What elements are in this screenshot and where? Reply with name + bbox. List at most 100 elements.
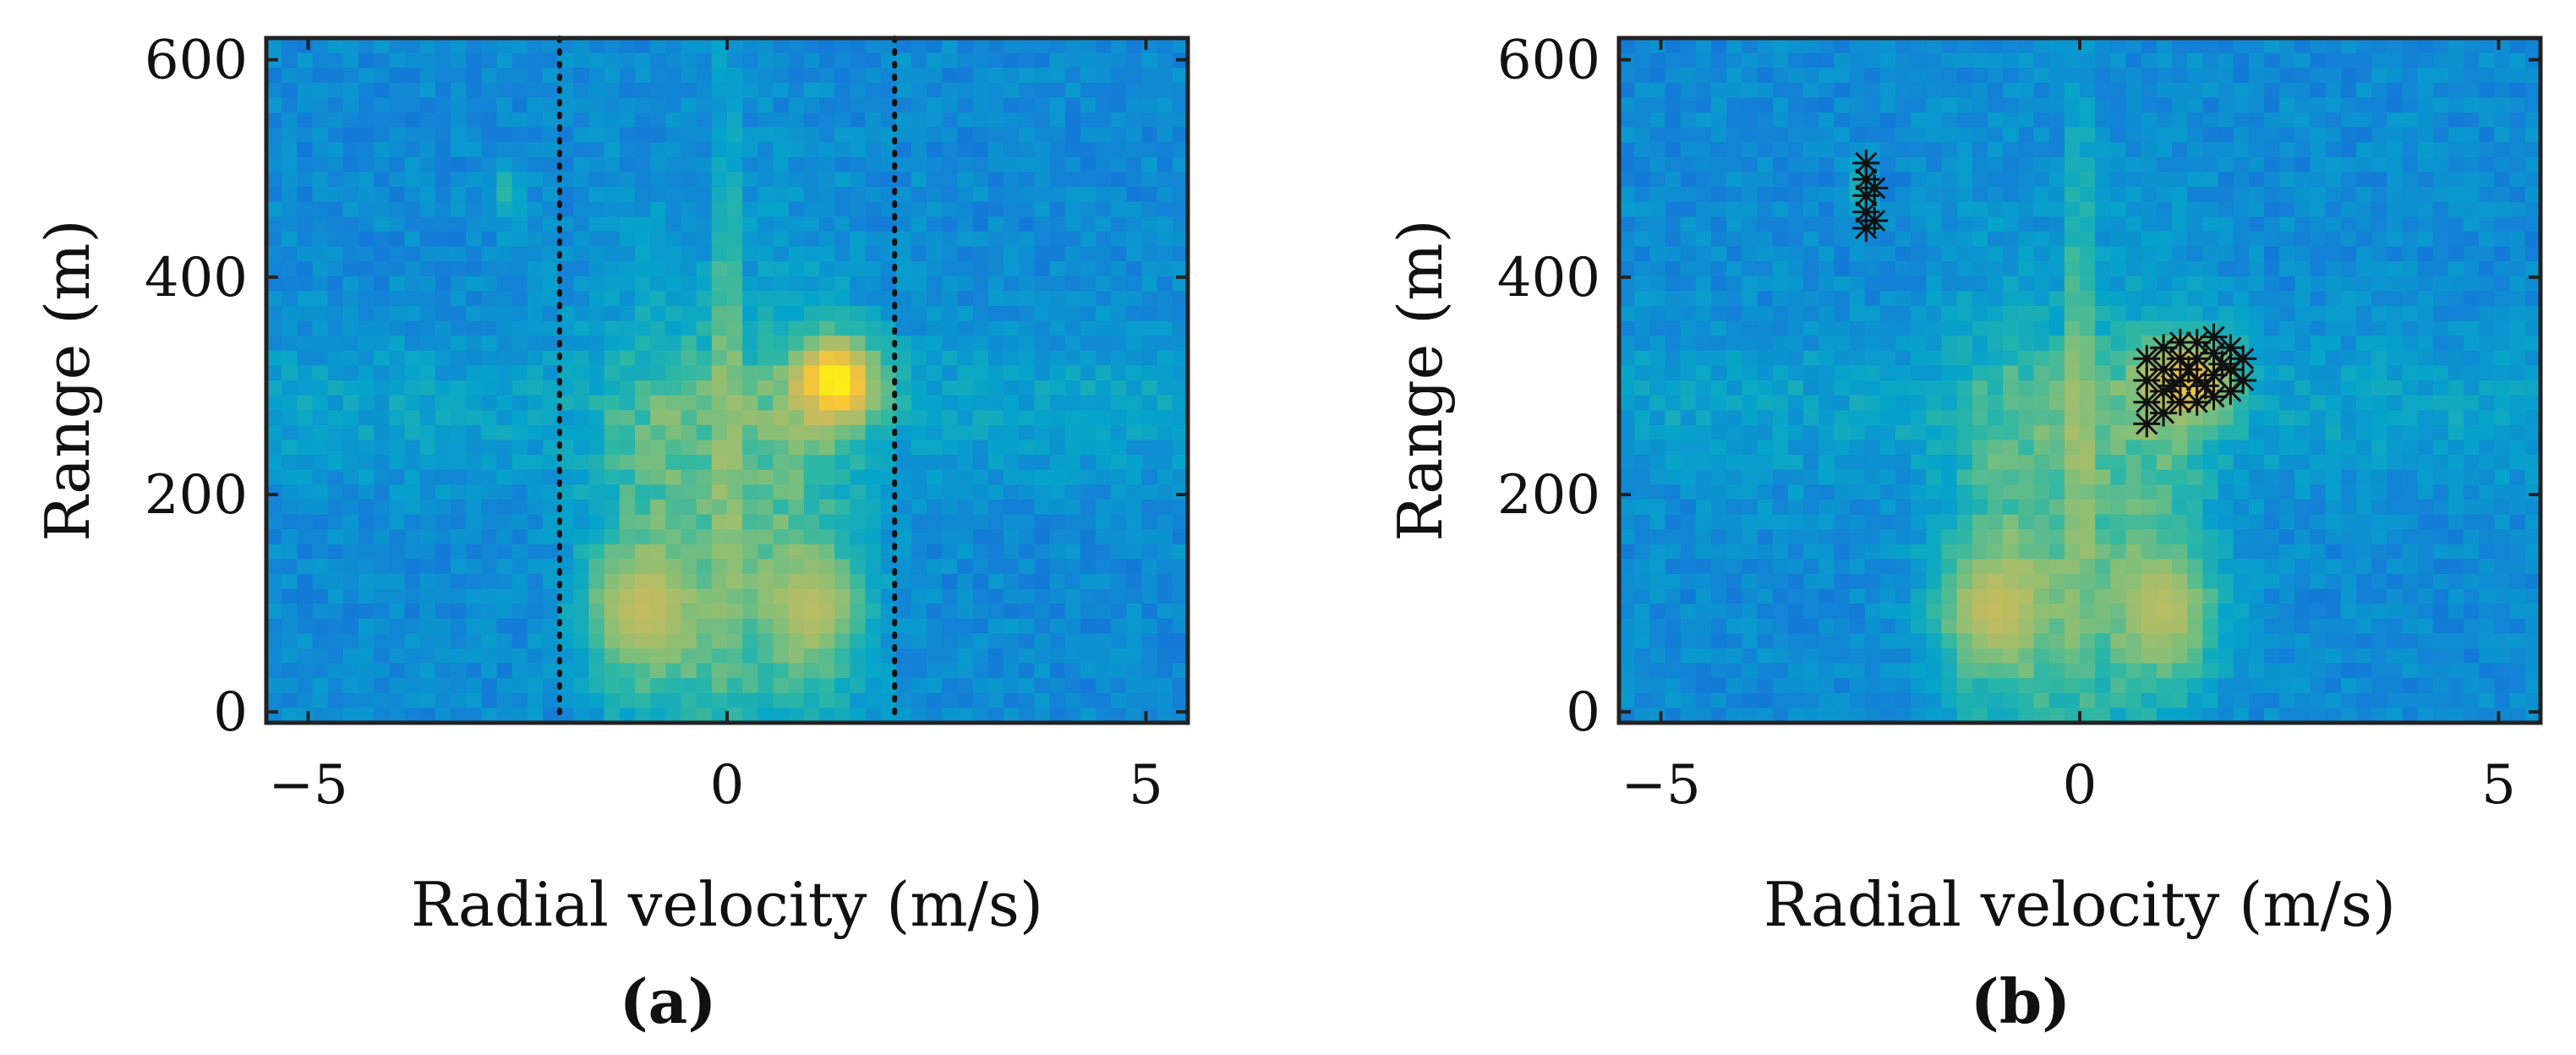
heatmap-cell: [1665, 97, 1682, 113]
heatmap-cell: [911, 618, 927, 634]
heatmap-cell: [1834, 156, 1851, 173]
heatmap-cell: [1772, 156, 1789, 173]
heatmap-cell: [1956, 529, 1973, 545]
heatmap-cell: [834, 172, 850, 188]
heatmap-cell: [481, 499, 498, 516]
heatmap-cell: [2095, 588, 2111, 604]
heatmap-cell: [2125, 440, 2142, 456]
heatmap-cell: [711, 544, 728, 560]
heatmap-cell: [2172, 276, 2188, 292]
heatmap-cell: [496, 38, 513, 54]
heatmap-cell: [543, 588, 559, 604]
heatmap-cell: [834, 187, 850, 203]
heatmap-cell: [419, 320, 436, 336]
heatmap-cell: [1742, 261, 1758, 277]
heatmap-cell: [2080, 648, 2096, 664]
heatmap-cell: [895, 648, 912, 664]
heatmap-cell: [1757, 604, 1774, 620]
heatmap-cell: [1711, 68, 1727, 84]
heatmap-cell: [1787, 618, 1804, 634]
heatmap-cell: [957, 291, 974, 307]
heatmap-cell: [2110, 648, 2127, 664]
heatmap-cell: [1080, 708, 1097, 724]
heatmap-cell: [819, 618, 835, 634]
heatmap-cell: [650, 469, 666, 485]
heatmap-cell: [1034, 484, 1051, 500]
heatmap-cell: [1941, 142, 1958, 158]
heatmap-cell: [1895, 440, 1911, 456]
heatmap-cell: [1757, 469, 1774, 485]
heatmap-cell: [987, 559, 1004, 575]
heatmap-cell: [2156, 633, 2173, 649]
heatmap-cell: [2003, 97, 2019, 113]
heatmap-cell: [2294, 708, 2311, 724]
heatmap-cell: [819, 440, 835, 456]
heatmap-cell: [404, 82, 421, 99]
heatmap-cell: [681, 604, 697, 620]
heatmap-cell: [1787, 172, 1804, 188]
heatmap-cell: [312, 648, 329, 664]
heatmap-cell: [527, 112, 544, 128]
heatmap-cell: [1772, 336, 1789, 352]
heatmap-cell: [2340, 559, 2357, 575]
heatmap-cell: [803, 663, 820, 679]
heatmap-cell: [2018, 604, 2035, 620]
heatmap-cell: [466, 231, 482, 248]
heatmap-cell: [1111, 380, 1127, 396]
heatmap-cell: [727, 529, 743, 545]
heatmap-cell: [1111, 440, 1127, 456]
heatmap-cell: [803, 291, 820, 307]
heatmap-cell: [1757, 395, 1774, 411]
heatmap-cell: [511, 38, 528, 54]
heatmap-cell: [527, 350, 544, 366]
heatmap-cell: [2033, 469, 2050, 485]
heatmap-cell: [496, 678, 513, 694]
heatmap-cell: [2095, 692, 2111, 708]
heatmap-cell: [711, 455, 728, 471]
heatmap-cell: [650, 514, 666, 530]
heatmap-cell: [1019, 692, 1035, 708]
heatmap-cell: [327, 708, 344, 724]
heatmap-cell: [1019, 112, 1035, 128]
heatmap-cell: [1834, 112, 1851, 128]
heatmap-cell: [1757, 68, 1774, 84]
heatmap-cell: [1926, 678, 1943, 694]
heatmap-cell: [327, 410, 344, 426]
heatmap-cell: [2218, 514, 2234, 530]
heatmap-cell: [527, 38, 544, 54]
heatmap-cell: [2187, 544, 2203, 560]
heatmap-cell: [481, 172, 498, 188]
heatmap-cell: [1157, 469, 1173, 485]
heatmap-cell: [2202, 291, 2219, 307]
heatmap-cell: [1665, 410, 1682, 426]
heatmap-cell: [2294, 410, 2311, 426]
heatmap-cell: [297, 156, 314, 173]
heatmap-cell: [1972, 38, 1988, 54]
heatmap-cell: [2048, 231, 2065, 248]
heatmap-cell: [1141, 261, 1158, 277]
heatmap-cell: [358, 499, 375, 516]
heatmap-cell: [1172, 380, 1189, 396]
heatmap-cell: [466, 604, 482, 620]
heatmap-cell: [2172, 692, 2188, 708]
heatmap-cell: [1926, 410, 1943, 426]
heatmap-cell: [2325, 38, 2342, 54]
heatmap-cell: [1064, 424, 1081, 441]
heatmap-cell: [1895, 172, 1911, 188]
heatmap-cell: [1972, 559, 1988, 575]
heatmap-cell: [435, 469, 451, 485]
heatmap-cell: [2325, 172, 2342, 188]
heatmap-cell: [803, 276, 820, 292]
heatmap-cell: [727, 395, 743, 411]
heatmap-cell: [1956, 187, 1973, 203]
heatmap-cell: [696, 261, 713, 277]
heatmap-cell: [635, 544, 651, 560]
heatmap-cell: [1126, 127, 1143, 143]
heatmap-cell: [558, 380, 574, 396]
heatmap-cell: [558, 469, 574, 485]
heatmap-cell: [312, 440, 329, 456]
heatmap-cell: [1849, 350, 1866, 366]
heatmap-cell: [266, 38, 282, 54]
heatmap-cell: [2172, 261, 2188, 277]
heatmap-cell: [2233, 618, 2250, 634]
